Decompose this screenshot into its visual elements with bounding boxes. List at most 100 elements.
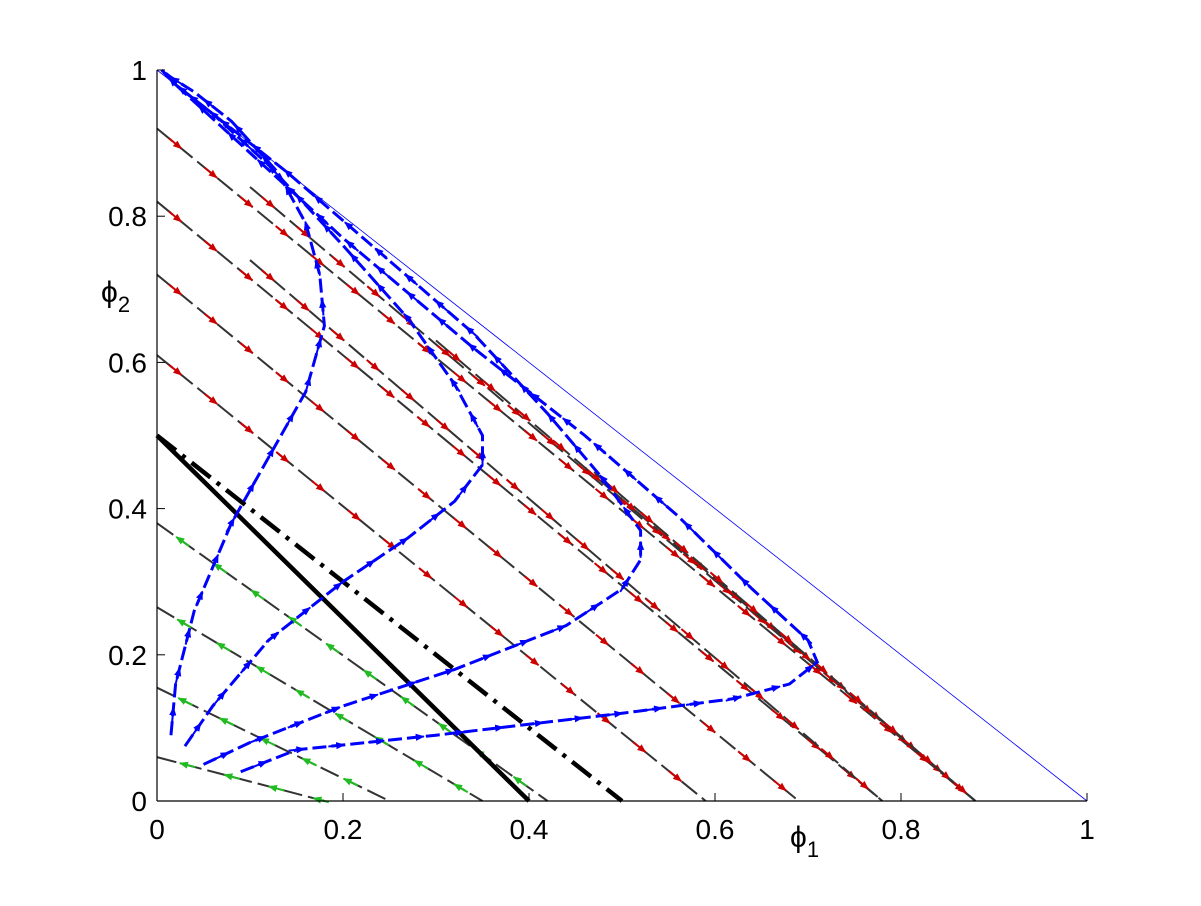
blue-trajectory-arrow — [239, 137, 253, 151]
blue-trajectory-arrow — [799, 632, 813, 645]
blue-trajectory-arrow — [499, 367, 514, 380]
blue-trajectory-arrow — [426, 512, 440, 525]
red-flow-arrow — [785, 717, 800, 730]
blue-trajectory-arrow — [368, 737, 385, 746]
blue-trajectory-arrow — [406, 291, 421, 304]
red-flow-arrow — [454, 596, 468, 608]
red-flow-arrow — [381, 386, 395, 399]
blue-trajectory-arrow — [712, 549, 725, 563]
red-flow-arrow — [849, 691, 863, 704]
blue-trajectory-arrow — [256, 159, 271, 172]
red-flow-arrow — [523, 429, 538, 442]
red-flow-arrow — [542, 434, 556, 446]
blue-trajectory-arrow — [328, 582, 343, 594]
red-flow-arrow — [540, 508, 555, 521]
blue-trajectory-arrow — [168, 77, 182, 91]
blue-trajectory-arrow — [288, 746, 306, 754]
red-flow-arrow — [203, 312, 218, 325]
blue-trajectory-arrow — [303, 220, 311, 238]
red-flow-arrow — [310, 400, 325, 413]
red-flow-arrow — [203, 240, 218, 252]
red-flow-arrow — [668, 770, 682, 782]
blue-trajectory-arrow — [296, 606, 311, 619]
blue-trajectory-arrow — [345, 240, 360, 252]
red-flow-arrow — [820, 747, 834, 760]
red-flow-arrow — [750, 688, 765, 700]
y-tick-label: 0.6 — [108, 347, 147, 378]
axes — [156, 70, 1087, 802]
blue-trajectory-arrow — [261, 154, 274, 168]
red-flow-arrow — [505, 478, 520, 491]
red-flow-arrow — [558, 533, 573, 545]
red-flow-arrow — [717, 582, 732, 595]
green-flow-arrow — [250, 589, 265, 601]
red-flow-arrow — [436, 344, 451, 357]
y-tick-label: 0 — [131, 786, 147, 817]
green-flow-arrow — [176, 618, 192, 629]
blue-trajectory-arrow — [328, 742, 346, 750]
blue-trajectory-arrow — [622, 506, 634, 521]
blue-trajectory-arrow — [740, 577, 754, 591]
green-flow-arrow — [453, 783, 469, 794]
red-flow-arrow — [275, 371, 289, 384]
green-flow-arrow — [218, 717, 235, 727]
red-flow-arrow — [525, 654, 540, 666]
green-flow-arrow — [267, 785, 285, 792]
red-flow-arrow — [331, 255, 346, 268]
red-flow-arrow — [239, 342, 254, 354]
green-flow-arrow — [342, 777, 359, 787]
red-flow-arrow — [239, 422, 254, 434]
red-flow-arrow — [727, 588, 741, 601]
blue-trajectory-arrow — [653, 494, 668, 507]
blue-trajectory-arrow — [268, 165, 281, 179]
blue-trajectory-arrow — [764, 685, 781, 693]
red-flow-arrow — [203, 166, 218, 179]
blue-trajectory-arrow — [250, 735, 267, 744]
red-flow-arrow — [752, 612, 767, 625]
red-flow-arrow — [647, 523, 662, 536]
red-flow-arrow — [471, 374, 486, 387]
red-flow-arrow — [296, 299, 310, 312]
x-axis-label: ϕ1 — [790, 821, 819, 862]
blue-trajectory-arrow — [251, 760, 268, 769]
red-flow-arrow — [331, 329, 345, 342]
red-flow-arrow — [779, 631, 793, 644]
red-flow-arrow — [737, 604, 751, 617]
red-flow-arrow — [261, 269, 275, 282]
red-flow-line — [249, 259, 884, 802]
green-flow-arrow — [413, 759, 429, 770]
red-flow-line — [156, 273, 800, 802]
x-tick-label: 1 — [1079, 814, 1095, 845]
green-flow-arrow — [223, 773, 241, 781]
blue-trajectory-arrow — [799, 664, 814, 677]
blue-trajectory-arrow — [487, 724, 505, 732]
red-flow-arrow — [507, 404, 521, 417]
blue-trajectory-arrow — [315, 213, 330, 226]
blue-trajectory — [160, 68, 326, 736]
blue-trajectory-arrow — [685, 700, 703, 708]
blue-trajectory-arrow — [437, 317, 451, 330]
blue-trajectory-arrow — [585, 603, 600, 614]
blue-trajectory-arrow — [562, 417, 576, 429]
blue-trajectory-arrow — [284, 412, 295, 429]
blue-trajectory-arrow — [599, 474, 611, 489]
red-flow-arrow — [311, 480, 326, 492]
red-flow-arrow — [622, 499, 636, 512]
red-flow-arrow — [594, 488, 609, 500]
red-flow-arrow — [674, 541, 689, 554]
red-flow-arrow — [489, 625, 504, 637]
red-flow-arrow — [701, 721, 716, 734]
y-tick-label: 0.2 — [108, 640, 147, 671]
separatrix-dashdot-line — [155, 433, 624, 803]
red-flow-arrow — [629, 591, 644, 604]
blue-trajectory-arrow — [169, 706, 177, 724]
red-flow-arrow — [168, 137, 183, 150]
red-flow-arrow — [274, 298, 289, 311]
blue-trajectory-arrow — [184, 628, 192, 645]
red-flow-arrow — [275, 451, 290, 463]
blue-trajectory-arrow — [469, 412, 479, 428]
x-tick-label: 0.8 — [882, 814, 921, 845]
blue-trajectory-arrow — [287, 720, 304, 729]
red-flow-arrow — [261, 196, 275, 209]
red-flow-arrow — [666, 692, 681, 704]
